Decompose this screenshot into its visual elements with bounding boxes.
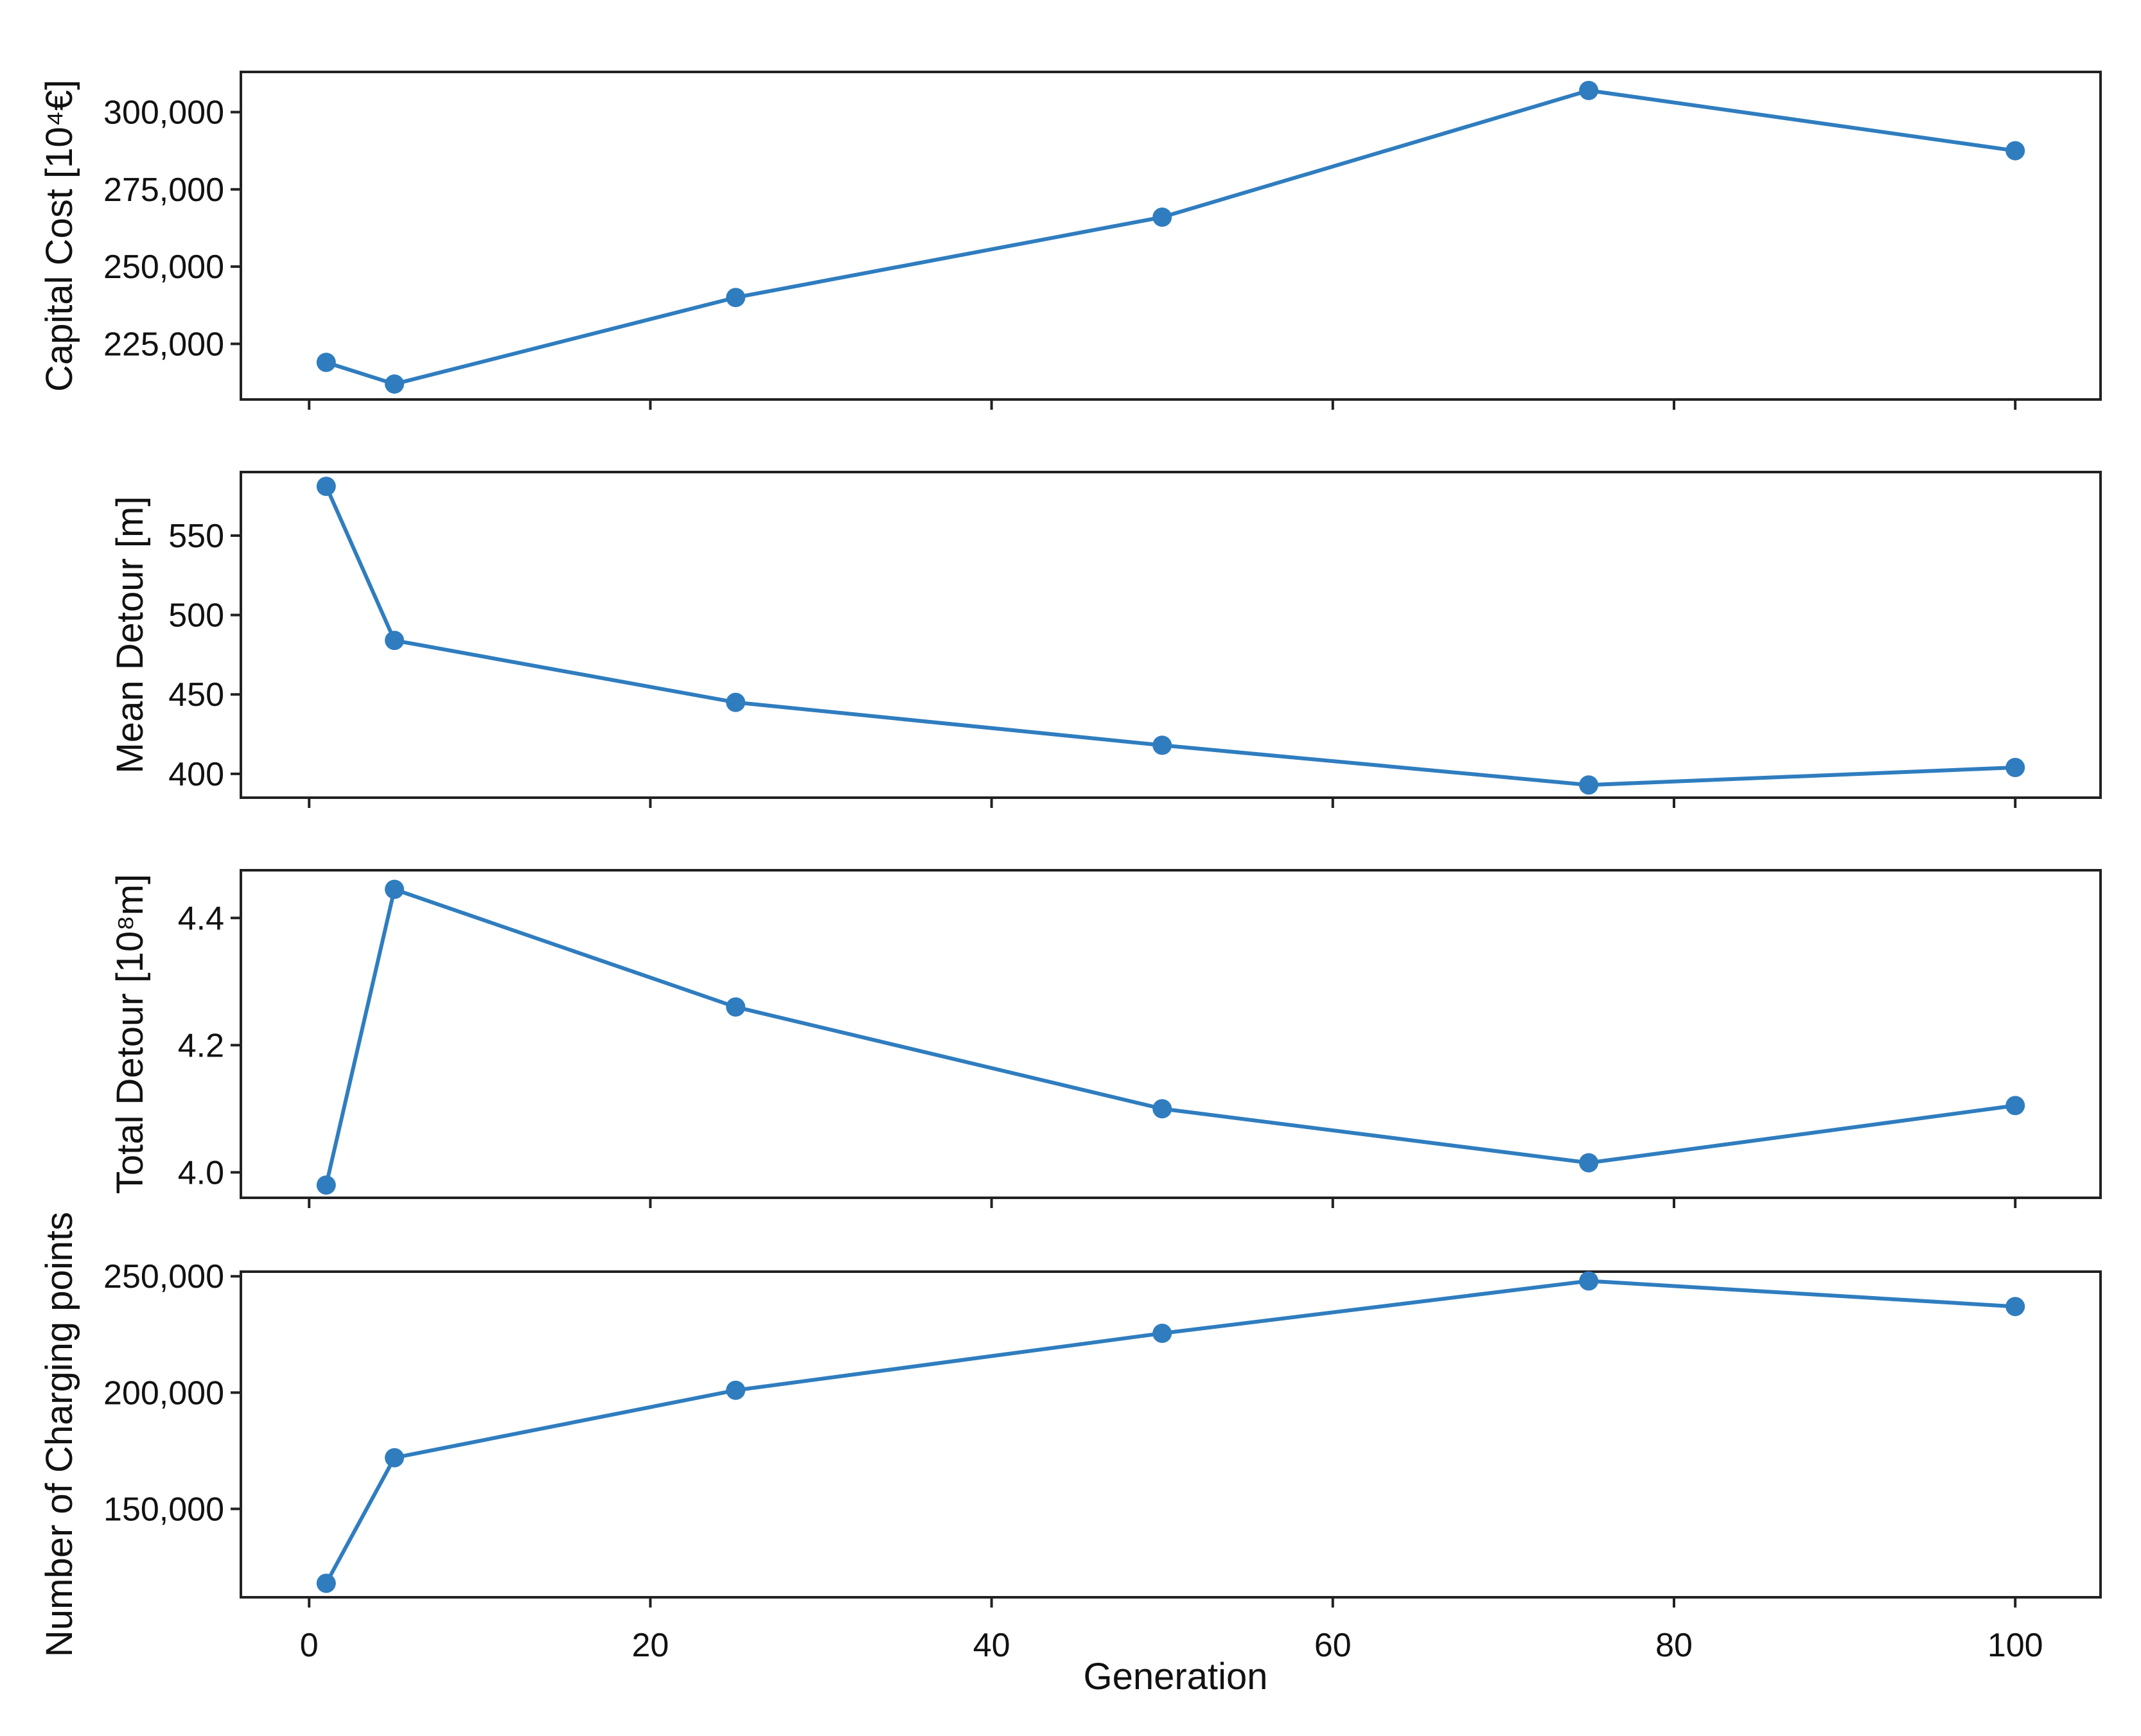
data-point: [2005, 758, 2025, 778]
subplot-4: 150,000 200,000 250,000 0 20 40 60 80 100 Number …: [39, 1212, 2102, 1664]
data-point: [1579, 80, 1599, 100]
y-axis-title: Mean Detour [m]: [109, 496, 151, 774]
series-line: [324, 486, 2016, 787]
data-point: [385, 631, 405, 651]
data-point: [316, 477, 336, 496]
data-point: [316, 353, 336, 373]
data-point: [1152, 207, 1172, 227]
x-tick-label: 20: [632, 1627, 669, 1664]
data-point: [1579, 775, 1599, 795]
data-point: [385, 1448, 405, 1468]
data-point: [726, 288, 746, 308]
y-tick-label: 150,000: [103, 1491, 224, 1528]
data-point: [1579, 1153, 1599, 1173]
series-line: [325, 88, 2016, 386]
plot-frame: [240, 1270, 2102, 1599]
data-point: [1152, 1323, 1172, 1343]
subplot-3: 4.0 4.2 4.4 Total Detour [10⁸m]: [109, 869, 2102, 1208]
x-tick-label: 100: [1987, 1627, 2043, 1664]
data-point: [1152, 735, 1172, 755]
x-tick-label: 40: [973, 1627, 1010, 1664]
y-tick-label: 4.0: [178, 1154, 224, 1191]
y-tick-label: 400: [168, 756, 224, 793]
y-axis-title: Total Detour [10⁸m]: [109, 874, 151, 1194]
y-tick-label: 4.4: [178, 900, 224, 937]
y-tick-label: 500: [168, 597, 224, 635]
y-tick-label: 450: [168, 676, 224, 714]
data-point: [385, 879, 405, 899]
x-axis-title: Generation: [1084, 1656, 1268, 1697]
y-tick-label: 250,000: [103, 249, 224, 286]
series-line: [324, 1279, 2016, 1584]
y-tick-label: 300,000: [103, 94, 224, 132]
data-point: [385, 374, 405, 394]
y-tick-label: 4.2: [178, 1027, 224, 1064]
data-point: [1152, 1099, 1172, 1119]
data-point: [2005, 1096, 2025, 1116]
x-tick-label: 0: [300, 1627, 319, 1664]
plot-frame: [240, 471, 2102, 799]
x-tick-label: 80: [1655, 1627, 1693, 1664]
data-point: [2005, 1297, 2025, 1317]
y-tick-label: 250,000: [103, 1258, 224, 1295]
plots-area: 225,000 250,000 275,000 300,000 Capital Cost…: [39, 71, 2102, 1664]
series-line: [324, 887, 2016, 1186]
subplot-2: 400 450 500 550 Mean Detour [m]: [109, 471, 2102, 808]
plot-frame: [240, 869, 2102, 1199]
y-tick-label: 225,000: [103, 326, 224, 363]
data-point: [2005, 141, 2025, 161]
data-point: [316, 1175, 336, 1195]
plot-frame: [240, 71, 2102, 401]
y-axis-title: Number of Charging points: [39, 1212, 80, 1657]
data-point: [726, 997, 746, 1017]
data-point: [726, 692, 746, 712]
y-tick-label: 275,000: [103, 171, 224, 209]
data-point: [316, 1574, 336, 1593]
x-tick-label: 60: [1314, 1627, 1352, 1664]
data-point: [1579, 1271, 1599, 1291]
y-tick-label: 550: [168, 518, 224, 555]
y-tick-label: 200,000: [103, 1374, 224, 1412]
data-point: [726, 1380, 746, 1400]
subplot-1: 225,000 250,000 275,000 300,000 Capital Cost…: [39, 71, 2102, 410]
y-axis-title: Capital Cost [10⁴€]: [39, 80, 80, 392]
